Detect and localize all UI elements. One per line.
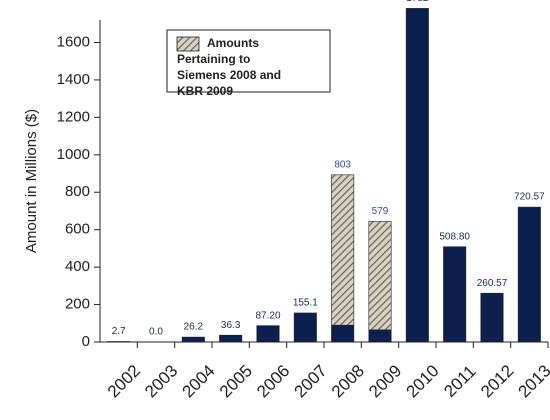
x-tick-label: 2004 [179,361,219,401]
x-tick-label: 2007 [291,361,331,401]
y-tick-label: 200 [65,296,90,313]
bar [443,246,467,343]
x-tick-label: 2011 [440,362,479,401]
y-tick-label: 1400 [57,71,90,88]
value-label: 26.2 [184,322,204,333]
value-label: 1782 [406,0,429,4]
y-tick-label: 1200 [57,108,90,125]
value-label: 579 [372,206,389,217]
bar [368,329,392,343]
bar [331,174,355,326]
value-label: 260.57 [477,278,508,289]
x-tick-label: 2010 [403,361,443,401]
y-tick-label: 1600 [57,33,90,50]
bar [293,312,317,343]
value-label: 155.1 [293,298,318,309]
bar [107,341,131,343]
value-label: 36.3 [221,320,241,331]
y-tick-label: 800 [65,183,90,200]
x-tick-label: 2013 [515,361,550,401]
bar [368,221,392,331]
legend-label: Amounts Pertaining to Siemens 2008 and KBR … [177,36,281,98]
x-tick-label: 2003 [141,361,181,401]
bar [256,325,280,343]
legend-swatch [176,36,200,52]
bar [181,336,205,343]
y-tick-label: 0 [82,333,90,350]
value-label: 508.80 [439,231,470,242]
value-label: 0.0 [149,327,163,338]
y-tick-label: 600 [65,221,90,238]
value-label: 2.7 [112,326,126,337]
x-tick-label: 2002 [104,361,144,401]
y-tick-label: 400 [65,258,90,275]
value-label: 720.57 [514,192,545,203]
x-tick-label: 2006 [253,361,293,401]
x-tick-label: 2008 [328,361,368,401]
x-tick-label: 2009 [365,361,405,401]
x-tick-label: 2005 [216,361,256,401]
value-label: 803 [334,159,351,170]
value-label: 87.20 [255,310,280,321]
bar [405,8,429,343]
x-tick-label: 2012 [477,361,517,401]
y-axis-label: Amount in Millions ($) [23,109,40,253]
bar [480,292,504,343]
bar [331,324,355,343]
bar [219,334,243,343]
bar [517,206,541,343]
y-tick-label: 1000 [57,146,90,163]
